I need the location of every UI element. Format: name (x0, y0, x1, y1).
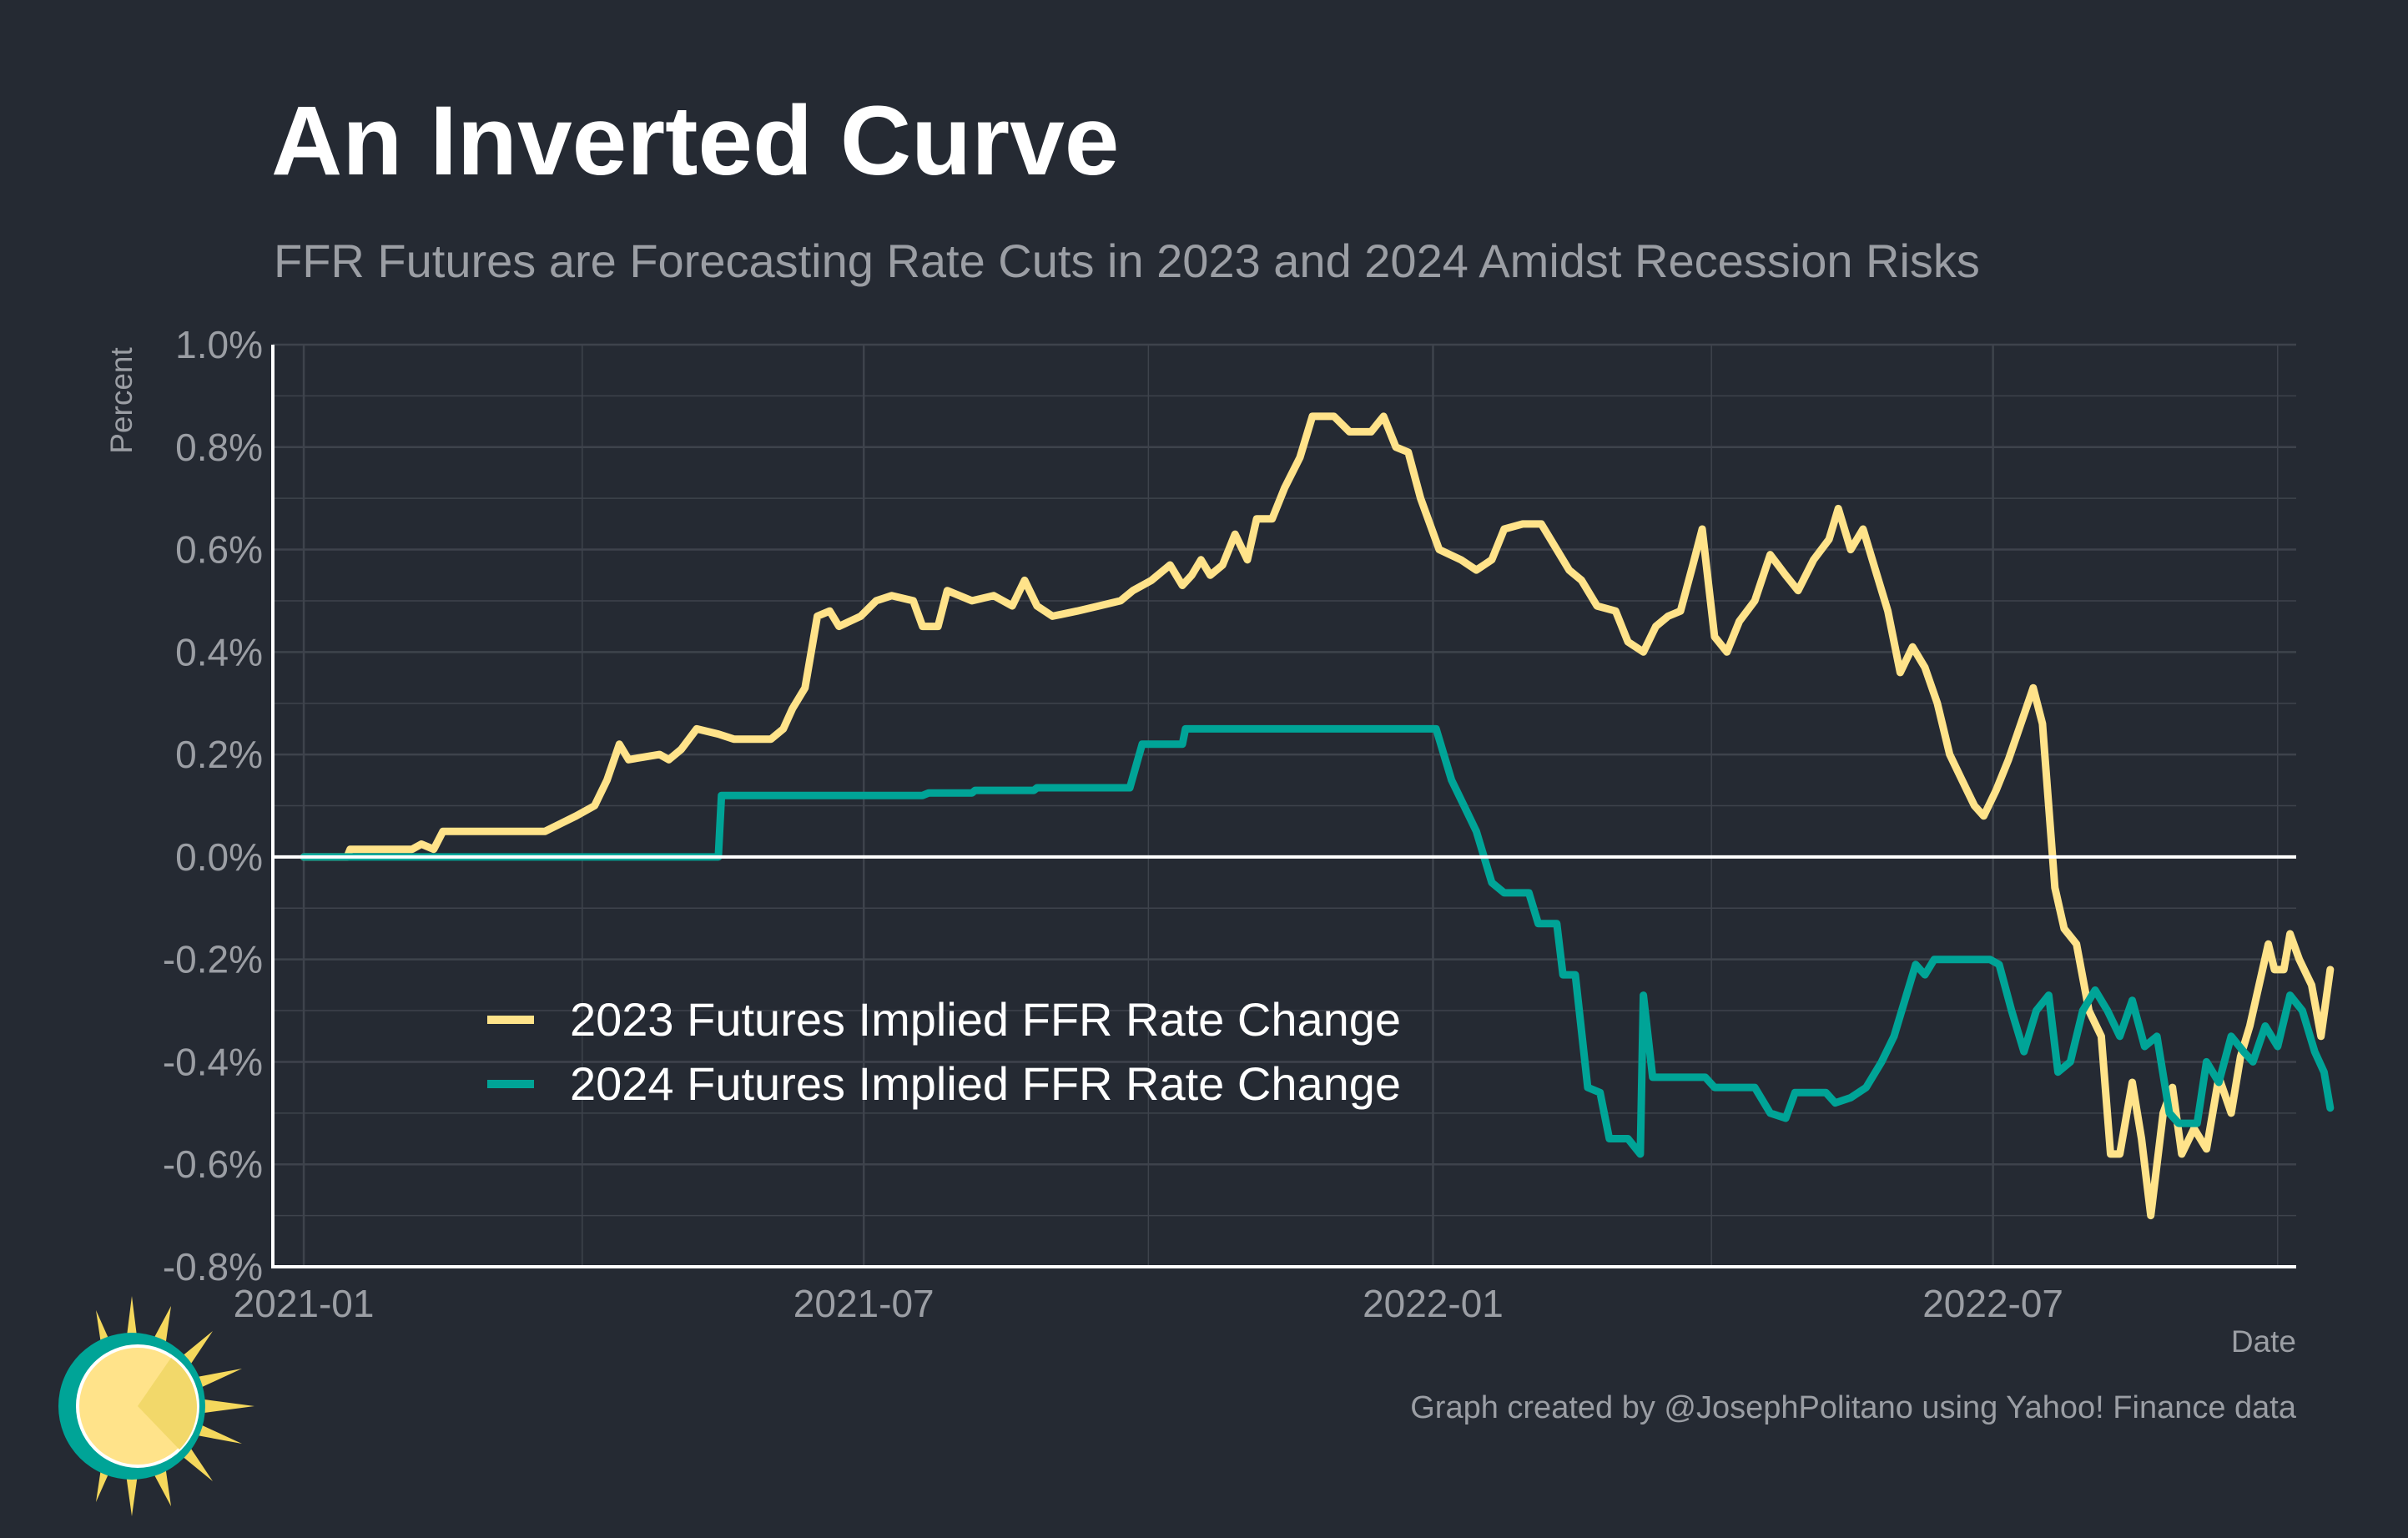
legend-label: 2024 Futures Implied FFR Rate Change (570, 1057, 1401, 1110)
legend-label: 2023 Futures Implied FFR Rate Change (570, 993, 1401, 1046)
y-tick-label: 0.8% (175, 426, 263, 469)
series-line-2024 (300, 724, 2335, 1158)
x-tick-label: 2022-07 (1922, 1282, 2063, 1325)
chart-title: An Inverted Curve (271, 86, 1120, 196)
y-tick-label: 1.0% (175, 323, 263, 366)
source-caption: Graph created by @JosephPolitano using Y… (1410, 1390, 2296, 1425)
y-axis-label: Percent (104, 347, 139, 454)
y-tick-label: 0.0% (175, 835, 263, 879)
tick-labels: -0.8% -0.6% -0.4% -0.2% 0.0% 0.2% 0.4% 0.6% 0.8%… (163, 323, 2063, 1325)
y-tick-label: 0.6% (175, 528, 263, 572)
x-axis-label: Date (2231, 1324, 2296, 1359)
y-tick-label: 0.4% (175, 630, 263, 673)
y-tick-label: -0.8% (163, 1245, 263, 1288)
x-tick-label: 2021-07 (793, 1282, 934, 1325)
y-tick-label: 0.2% (175, 733, 263, 776)
legend: 2023 Futures Implied FFR Rate Change 2024… (487, 993, 1401, 1110)
series-lines (300, 412, 2335, 1220)
gridlines (273, 343, 2296, 1268)
y-tick-label: -0.2% (163, 938, 263, 981)
sun-logo-icon (58, 1296, 254, 1516)
x-tick-label: 2022-01 (1363, 1282, 1504, 1325)
series-line-2023 (300, 412, 2335, 1220)
y-tick-label: -0.6% (163, 1142, 263, 1186)
x-tick-label: 2021-01 (234, 1282, 375, 1325)
chart-subtitle: FFR Futures are Forecasting Rate Cuts in… (274, 234, 1980, 287)
axes (271, 345, 2296, 1268)
y-tick-label: -0.4% (163, 1040, 263, 1083)
